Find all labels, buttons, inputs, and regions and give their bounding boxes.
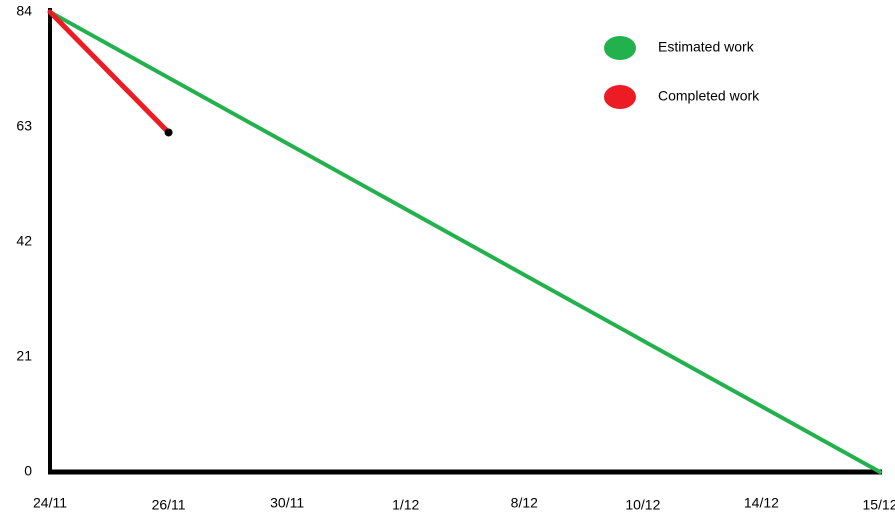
x-tick-label: 8/12 [511, 495, 538, 511]
end-point [164, 128, 173, 137]
y-tick-label: 42 [16, 233, 32, 249]
legend-label: Completed work [658, 88, 760, 104]
legend-swatch [604, 36, 636, 60]
x-tick-label: 14/12 [744, 495, 779, 511]
legend-swatch [604, 85, 636, 109]
y-tick-label: 21 [16, 348, 32, 364]
y-tick-label: 63 [16, 118, 32, 134]
x-tick-label: 10/12 [625, 497, 660, 513]
x-tick-label: 30/11 [270, 495, 304, 511]
y-tick-label: 84 [16, 3, 32, 19]
series-line [47, 9, 172, 135]
x-tick-label: 24/11 [33, 495, 67, 511]
y-tick-label: 0 [24, 463, 32, 479]
series-line [48, 10, 882, 474]
x-tick-label: 26/11 [152, 497, 186, 513]
x-tick-label: 1/12 [392, 497, 419, 513]
x-tick-label: 15/12 [862, 497, 895, 513]
legend-label: Estimated work [658, 39, 755, 55]
